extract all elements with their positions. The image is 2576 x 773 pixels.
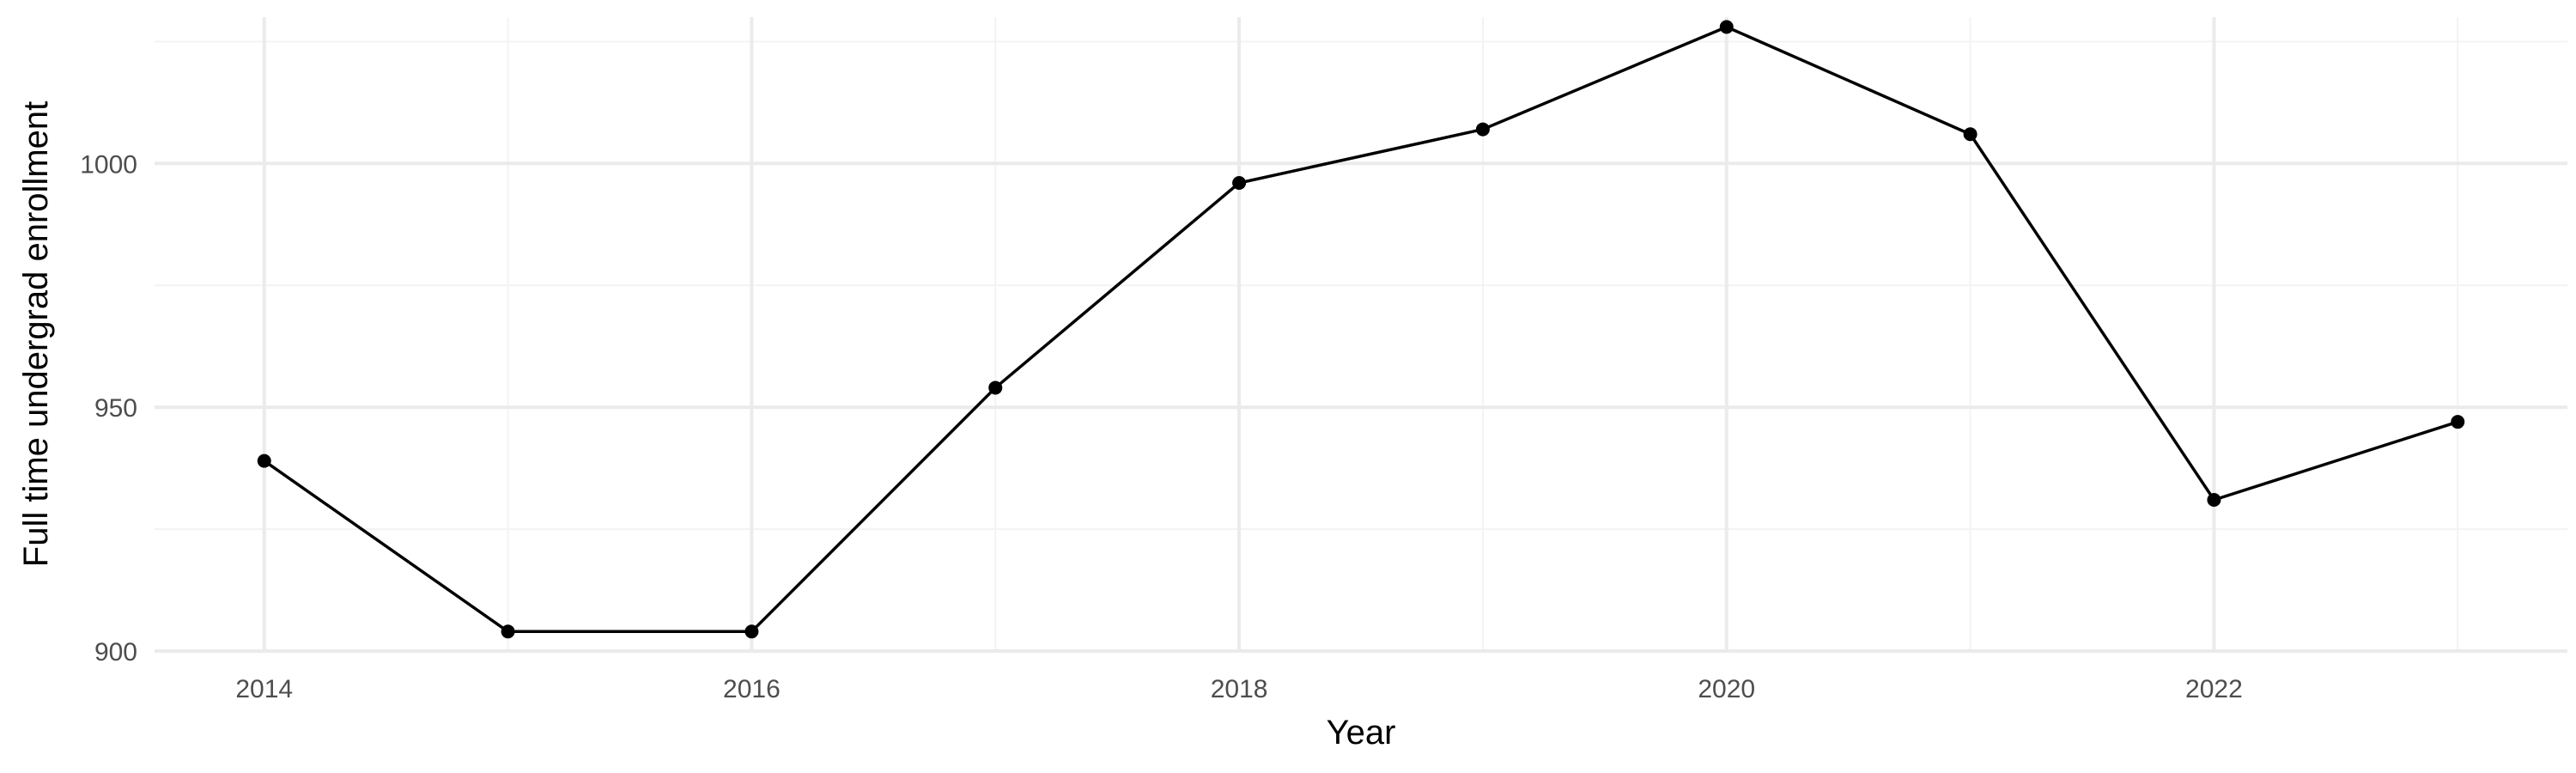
- series-line: [262, 25, 2460, 634]
- data-point: [1232, 176, 1247, 191]
- x-tick-label: 2014: [235, 675, 293, 703]
- y-tick-label: 900: [94, 638, 137, 666]
- y-tick-label: 950: [94, 394, 137, 423]
- y-tick-label: 1000: [80, 150, 137, 179]
- grid: [155, 17, 2567, 653]
- tick-labels: 900 950 1000 2014 2016 2018 2020 2022: [80, 150, 2243, 703]
- data-point: [1719, 20, 1734, 34]
- data-point: [1963, 127, 1978, 142]
- x-tick-label: 2016: [723, 675, 781, 703]
- data-point: [501, 624, 515, 639]
- data-point: [1475, 122, 1490, 137]
- x-axis-title: Year: [1327, 714, 1396, 752]
- x-tick-label: 2020: [1698, 675, 1755, 703]
- data-point: [744, 624, 759, 639]
- data-series: [257, 20, 2465, 639]
- data-point: [2207, 493, 2221, 508]
- y-axis-title: Full time undergrad enrollment: [17, 101, 55, 567]
- x-tick-label: 2018: [1211, 675, 1268, 703]
- data-point: [2451, 415, 2465, 429]
- data-point: [988, 380, 1003, 395]
- data-point: [257, 453, 271, 468]
- x-tick-label: 2022: [2185, 675, 2243, 703]
